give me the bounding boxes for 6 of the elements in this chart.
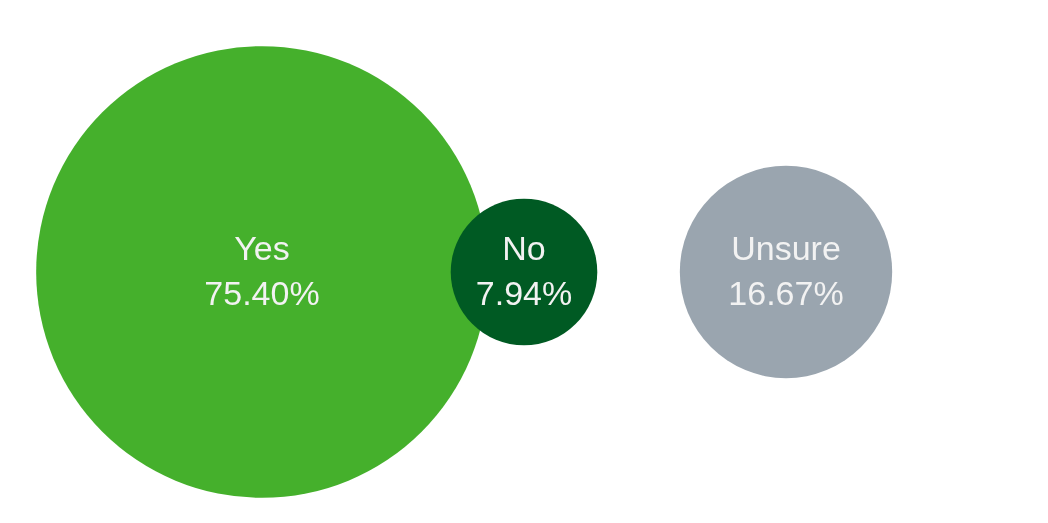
- data-label: 75.40%: [204, 274, 320, 312]
- category-label: Unsure: [731, 229, 841, 267]
- data-label: 7.94%: [475, 274, 573, 312]
- category-label: Yes: [234, 229, 290, 267]
- category-label: No: [502, 229, 546, 267]
- data-label: 16.67%: [728, 274, 844, 312]
